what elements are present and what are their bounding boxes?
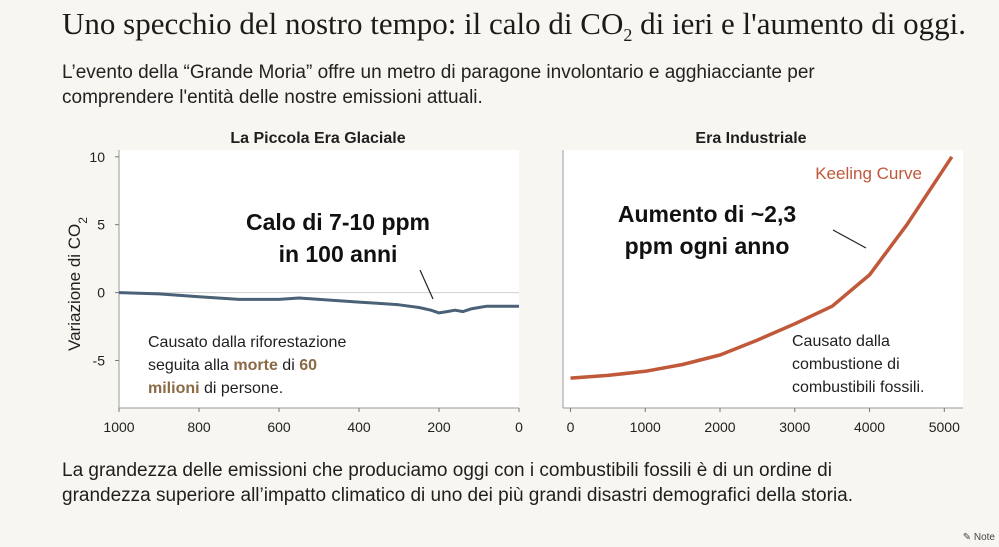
chart-title: La Piccola Era Glaciale	[230, 130, 405, 147]
conclusion-line-1: La grandezza delle emissioni che produci…	[62, 460, 832, 481]
brand-mark: ✎ Note	[963, 532, 995, 543]
plot-area	[119, 150, 519, 408]
conclusion-line-2: grandezza superiore all’impatto climatic…	[62, 485, 854, 506]
callout-pointer	[832, 229, 867, 249]
callout-line-1: Aumento di ~2,3	[618, 201, 796, 227]
callout-line-1: Calo di 7-10 ppm	[246, 209, 430, 235]
x-ticks: 1000 800 600 400 200 0	[103, 408, 523, 435]
x-ticks: 0 1000 2000 3000 4000 5000	[567, 408, 960, 435]
chart-little-ice-age: La Piccola Era Glaciale Variazione di CO…	[65, 130, 523, 435]
y-tick-label: 10	[89, 149, 105, 165]
chart-title: Era Industriale	[695, 130, 806, 147]
x-tick-label: 600	[267, 419, 291, 435]
y-tick-label: -5	[93, 352, 106, 368]
title-text: Uno specchio del nostro tempo: il calo d…	[62, 6, 624, 41]
callout-pointer	[419, 269, 434, 300]
x-tick-label: 200	[427, 419, 451, 435]
series-line	[118, 291, 519, 315]
callout-line-2: ppm ogni anno	[625, 233, 790, 259]
x-tick-label: 1000	[630, 419, 661, 435]
y-axis-label: Variazione di CO2	[65, 217, 90, 351]
note-line-1: Causato dalla	[792, 333, 890, 350]
note-line-3: milioni di persone.	[148, 380, 283, 397]
x-tick-label: 400	[347, 419, 371, 435]
chart-industrial-era: Era Industriale 0 1000 2000 3000 4000 5000 Ke…	[562, 130, 963, 435]
y-tick-label: 5	[97, 217, 105, 233]
title-subscript: 2	[623, 25, 633, 46]
x-tick-label: 4000	[854, 419, 885, 435]
plot-area	[563, 150, 963, 408]
y-tick-label: 0	[97, 285, 105, 301]
intro-line-2: comprendere l'entità delle nostre emissi…	[62, 87, 483, 108]
note-line-3: combustibili fossili.	[792, 379, 924, 396]
brand-label: Note	[973, 532, 995, 543]
callout-line-2: in 100 anni	[279, 241, 398, 267]
note-line-1: Causato dalla riforestazione	[148, 334, 346, 351]
x-tick-label: 5000	[929, 419, 960, 435]
note-line-2: seguita alla morte di 60	[148, 357, 317, 374]
intro-text: L’evento della “Grande Moria” offre un m…	[62, 60, 942, 110]
series-label-keeling-curve: Keeling Curve	[815, 164, 922, 183]
x-tick-label: 2000	[704, 419, 735, 435]
note-line-2: combustione di	[792, 356, 900, 373]
title-text-rest: di ieri e l'aumento di oggi.	[632, 6, 966, 41]
series-line-keeling-curve	[570, 155, 954, 380]
x-tick-label: 800	[187, 419, 211, 435]
conclusion-text: La grandezza delle emissioni che produci…	[62, 458, 987, 508]
page-title: Uno specchio del nostro tempo: il calo d…	[62, 6, 992, 46]
x-tick-label: 0	[567, 419, 575, 435]
y-ticks: 10 5 0 -5	[89, 149, 119, 368]
intro-line-1: L’evento della “Grande Moria” offre un m…	[62, 62, 815, 83]
x-tick-label: 1000	[103, 419, 134, 435]
x-tick-label: 0	[515, 419, 523, 435]
x-tick-label: 3000	[779, 419, 810, 435]
brand-icon: ✎	[962, 532, 972, 543]
